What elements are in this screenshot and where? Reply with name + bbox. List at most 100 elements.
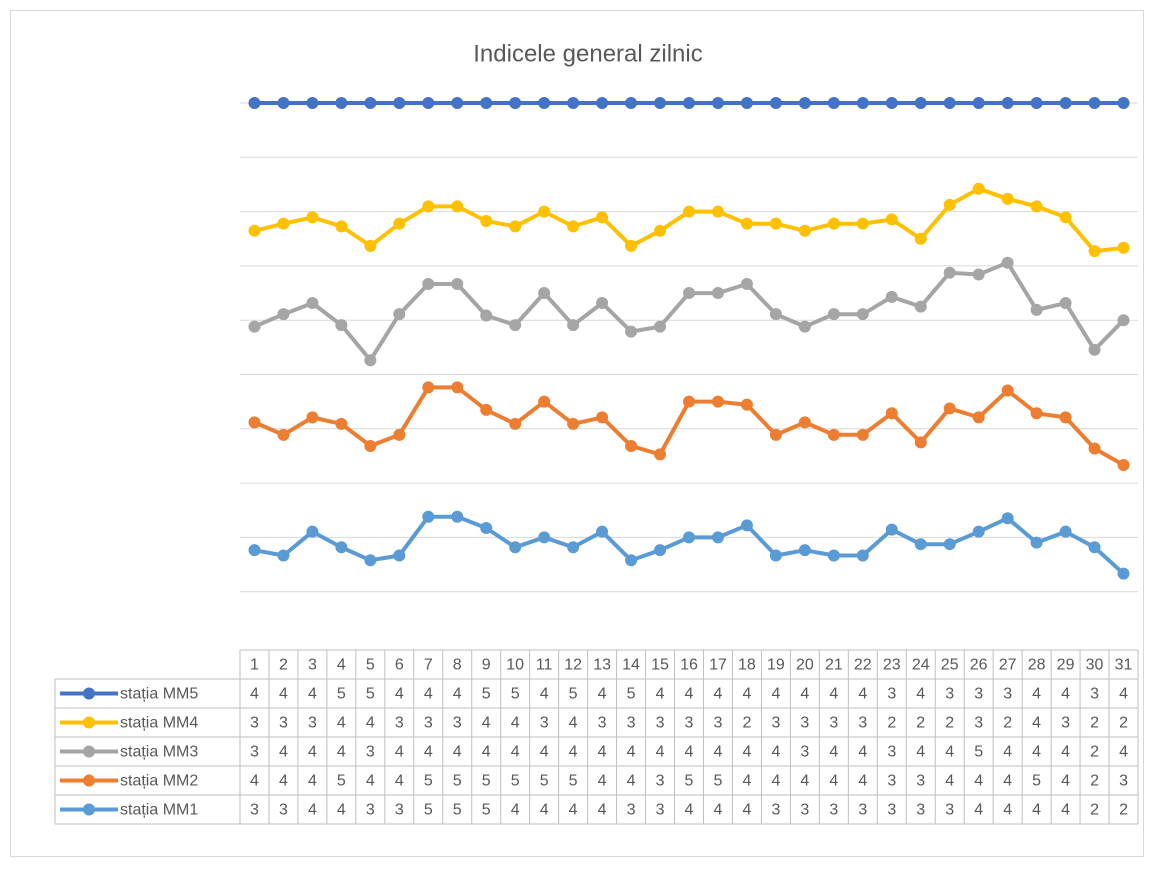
data-point bbox=[306, 297, 319, 310]
table-value: 4 bbox=[1003, 802, 1012, 819]
data-point bbox=[248, 544, 261, 557]
table-value: 4 bbox=[685, 686, 694, 703]
x-tick-label: 15 bbox=[651, 657, 669, 674]
data-point bbox=[538, 97, 551, 109]
data-point bbox=[248, 224, 261, 237]
data-point bbox=[654, 320, 667, 333]
data-point bbox=[1059, 297, 1072, 310]
data-point bbox=[596, 97, 609, 109]
table-value: 3 bbox=[1003, 686, 1012, 703]
legend-key-marker bbox=[83, 774, 95, 787]
table-value: 4 bbox=[279, 773, 288, 790]
data-point bbox=[509, 541, 522, 554]
table-value: 4 bbox=[1032, 744, 1041, 761]
x-tick-label: 24 bbox=[912, 657, 930, 674]
table-value: 5 bbox=[974, 744, 983, 761]
table-value: 3 bbox=[250, 715, 259, 732]
table-value: 4 bbox=[858, 686, 867, 703]
data-point bbox=[393, 217, 406, 230]
x-tick-label: 8 bbox=[453, 657, 462, 674]
table-value: 5 bbox=[482, 802, 491, 819]
x-tick-label: 26 bbox=[970, 657, 988, 674]
table-value: 5 bbox=[714, 773, 723, 790]
data-point bbox=[480, 309, 493, 322]
table-value: 3 bbox=[887, 686, 896, 703]
table-value: 4 bbox=[627, 744, 636, 761]
legend-label: stația MM1 bbox=[120, 802, 198, 819]
table-value: 4 bbox=[829, 686, 838, 703]
data-point bbox=[798, 97, 811, 109]
table-value: 4 bbox=[337, 715, 346, 732]
data-point bbox=[509, 220, 522, 233]
table-value: 3 bbox=[945, 686, 954, 703]
table-value: 4 bbox=[308, 802, 317, 819]
data-point bbox=[654, 97, 667, 109]
table-value: 3 bbox=[598, 715, 607, 732]
data-point bbox=[914, 436, 927, 449]
data-point bbox=[306, 525, 319, 538]
data-point bbox=[885, 407, 898, 420]
data-point bbox=[1088, 245, 1101, 258]
data-point bbox=[972, 97, 985, 109]
table-value: 5 bbox=[1032, 773, 1041, 790]
data-point bbox=[827, 549, 840, 562]
data-point bbox=[711, 531, 724, 544]
data-point bbox=[480, 97, 493, 109]
table-value: 5 bbox=[482, 686, 491, 703]
data-point bbox=[740, 519, 753, 532]
x-tick-label: 1 bbox=[250, 657, 259, 674]
data-point bbox=[914, 300, 927, 313]
data-point bbox=[335, 541, 348, 554]
data-point bbox=[1059, 525, 1072, 538]
table-value: 4 bbox=[742, 744, 751, 761]
data-point bbox=[1059, 211, 1072, 224]
data-point bbox=[393, 97, 406, 109]
x-tick-label: 25 bbox=[941, 657, 959, 674]
table-value: 4 bbox=[1032, 715, 1041, 732]
data-point bbox=[509, 319, 522, 332]
data-point bbox=[740, 97, 753, 109]
data-point bbox=[914, 538, 927, 551]
table-value: 3 bbox=[656, 802, 665, 819]
table-value: 4 bbox=[424, 686, 433, 703]
data-point bbox=[1088, 97, 1101, 109]
data-point bbox=[740, 217, 753, 230]
data-point bbox=[654, 224, 667, 237]
data-point bbox=[451, 510, 464, 523]
table-value: 4 bbox=[1061, 802, 1070, 819]
x-tick-label: 22 bbox=[854, 657, 872, 674]
table-value: 4 bbox=[511, 744, 520, 761]
table-value: 4 bbox=[858, 773, 867, 790]
data-point bbox=[1088, 541, 1101, 554]
table-value: 4 bbox=[366, 715, 375, 732]
data-point bbox=[451, 278, 464, 290]
data-point bbox=[1001, 512, 1014, 525]
data-point bbox=[335, 97, 348, 109]
data-point bbox=[538, 531, 551, 544]
table-value: 4 bbox=[511, 715, 520, 732]
data-point bbox=[567, 220, 580, 233]
data-point bbox=[364, 97, 377, 109]
data-point bbox=[683, 531, 695, 544]
table-value: 3 bbox=[858, 715, 867, 732]
data-point bbox=[596, 211, 609, 224]
table-value: 4 bbox=[771, 773, 780, 790]
data-point bbox=[306, 97, 319, 109]
table-value: 2 bbox=[916, 715, 925, 732]
table-value: 4 bbox=[453, 744, 462, 761]
table-value: 4 bbox=[250, 773, 259, 790]
table-value: 3 bbox=[627, 715, 636, 732]
table-value: 4 bbox=[771, 686, 780, 703]
x-tick-label: 10 bbox=[506, 657, 524, 674]
data-point bbox=[683, 205, 695, 218]
data-point bbox=[1117, 241, 1130, 254]
table-value: 4 bbox=[366, 773, 375, 790]
data-point bbox=[827, 428, 840, 441]
table-value: 4 bbox=[714, 802, 723, 819]
x-tick-label: 23 bbox=[883, 657, 901, 674]
data-point bbox=[1059, 411, 1072, 424]
data-point bbox=[625, 439, 638, 452]
table-value: 4 bbox=[974, 802, 983, 819]
x-tick-label: 7 bbox=[424, 657, 433, 674]
